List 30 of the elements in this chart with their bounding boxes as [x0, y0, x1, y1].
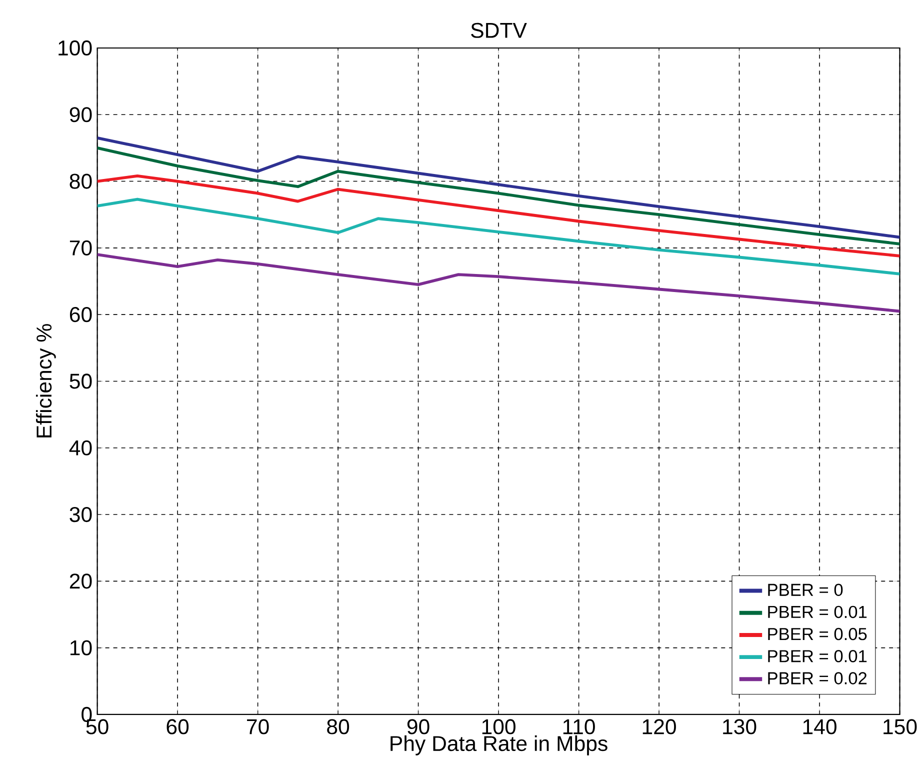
y-tick-label: 50 — [70, 374, 92, 389]
y-tick-label: 80 — [70, 174, 92, 189]
x-tick-label: 140 — [803, 719, 836, 734]
y-tick-label: 20 — [70, 574, 92, 589]
x-tick-label: 100 — [482, 719, 516, 734]
y-tick-label: 70 — [70, 240, 92, 256]
legend-label: PBER = 0.01 — [768, 650, 867, 662]
x-tick-label: 80 — [327, 719, 350, 734]
y-tick-label: 100 — [58, 40, 92, 56]
x-tick-label: 90 — [407, 719, 430, 734]
y-axis-title: Efficiency % — [36, 324, 56, 438]
x-tick-label: 70 — [247, 719, 269, 734]
legend-label: PBER = 0.01 — [768, 606, 867, 618]
y-tick-label: 10 — [70, 640, 92, 656]
legend-label: PBER = 0.02 — [768, 672, 867, 684]
line-series — [97, 198, 900, 276]
x-tick-label: 60 — [166, 719, 189, 734]
line-series — [97, 253, 900, 313]
legend-label: PBER = 0.05 — [768, 628, 867, 640]
y-tick-label: 40 — [69, 440, 92, 456]
x-axis-title: Phy Data Rate in Mbps — [390, 736, 608, 756]
x-tick-label: 110 — [563, 719, 595, 734]
chart-title: SDTV — [471, 22, 527, 38]
x-tick-label: 150 — [884, 719, 917, 734]
y-tick-label: 60 — [70, 307, 92, 322]
y-tick-label: 90 — [70, 107, 92, 122]
legend-label: PBER = 0 — [768, 584, 843, 596]
y-tick-label: 30 — [70, 507, 92, 522]
x-tick-label: 120 — [642, 719, 676, 734]
x-tick-label: 130 — [723, 719, 756, 734]
